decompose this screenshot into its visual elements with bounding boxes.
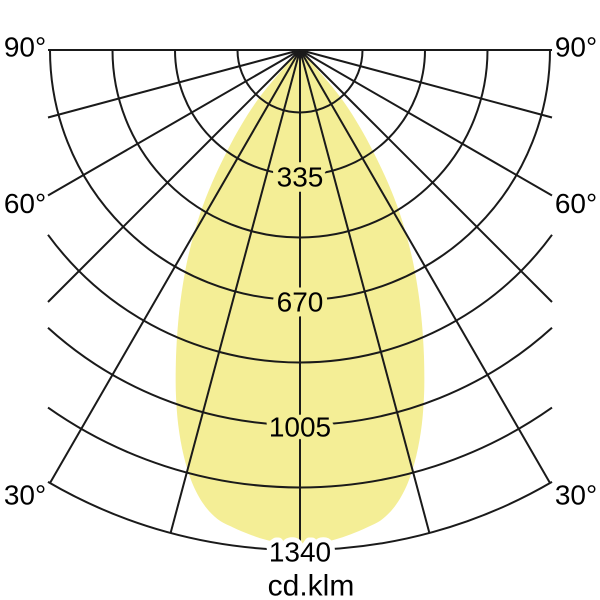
angle-label-left-60: 60°: [4, 188, 46, 219]
grid-ray: [169, 49, 301, 534]
grid-ray: [49, 49, 301, 484]
grid-ray: [299, 49, 553, 119]
angle-label-right-90: 90°: [555, 32, 597, 63]
unit-label: cd.klm: [268, 570, 355, 600]
grid-ray: [299, 49, 431, 534]
angle-labels: 90° 60° 30° 90° 60° 30°: [4, 32, 597, 511]
grid-rays: [47, 49, 553, 550]
angle-label-left-90: 90°: [4, 32, 46, 63]
grid-ray: [299, 49, 553, 303]
radial-tick-label: 1340: [269, 537, 331, 568]
grid-ray: [299, 49, 553, 197]
angle-label-right-30: 30°: [555, 480, 597, 511]
grid-ray: [47, 49, 301, 303]
radial-tick-label: 335: [277, 162, 324, 193]
radial-tick-labels: 335 670 1005 1340: [264, 157, 336, 573]
grid-ray: [299, 49, 551, 484]
radial-tick-label: 670: [277, 287, 324, 318]
grid-ray: [47, 49, 301, 119]
grid-ray: [47, 49, 301, 197]
radial-tick-label: 1005: [269, 412, 331, 443]
angle-label-left-30: 30°: [4, 480, 46, 511]
angle-label-right-60: 60°: [555, 188, 597, 219]
